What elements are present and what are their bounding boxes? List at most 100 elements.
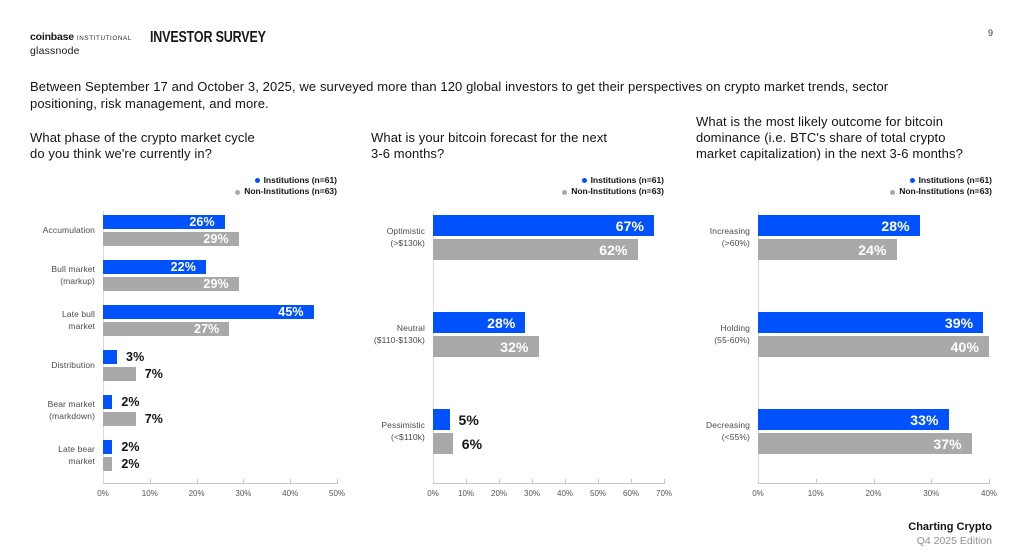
axis-tick: [532, 479, 533, 483]
non-institutions-dot-icon: [562, 189, 568, 195]
axis-tick-label: 30%: [235, 489, 252, 498]
category-label: Bull market (markup): [51, 264, 95, 286]
category-label: Bear market (markdown): [47, 399, 95, 421]
bar-non-institutions: 29%: [103, 232, 239, 246]
non-institutions-dot-icon: [890, 189, 896, 195]
bar-value-label: 37%: [933, 435, 962, 452]
chart-title: What is your bitcoin forecast for the ne…: [371, 130, 608, 162]
bar-value-label: 5%: [458, 411, 479, 428]
category-label: Optimistic (>$130k): [386, 226, 425, 248]
axis-tick-label: 50%: [589, 489, 607, 498]
legend-institutions: Institutions (n=61): [581, 175, 664, 185]
bar-value-label: 26%: [189, 215, 215, 229]
coinbase-wordmark: coinbase: [30, 31, 74, 43]
y-axis-line: [103, 211, 104, 483]
axis-tick: [931, 479, 933, 483]
plot-area: Increasing (>60%) 28% 24% Holding (55-60%) 39%…: [706, 211, 997, 498]
x-axis-line: [433, 483, 665, 484]
axis-tick: [499, 479, 500, 483]
axis-tick-label: 0%: [97, 489, 109, 498]
bar-institutions: 39%: [758, 312, 984, 333]
bar-non-institutions: 62%: [433, 239, 638, 260]
bar-institutions: [103, 395, 113, 409]
chart-bitcoin-forecast: What is your bitcoin forecast for the ne…: [371, 112, 672, 498]
bar-value-label: 40%: [950, 338, 979, 355]
axis-tick-label: 40%: [282, 489, 299, 498]
bar-non-institutions: [103, 367, 136, 381]
axis-tick-label: 20%: [490, 489, 508, 498]
bar-group: Bull market (markup) 22% 29%: [51, 260, 337, 291]
non-institutions-dot-icon: [235, 189, 241, 195]
plot-area: Accumulation 26% 29% Bull market (markup) 22%…: [43, 211, 345, 498]
chart-legend: Institutions (n=61) Non-Institutions (n=…: [371, 175, 664, 199]
bar-non-institutions: [103, 457, 113, 471]
bar-value-label: 45%: [278, 305, 304, 319]
bar-value-label: 2%: [121, 395, 140, 409]
bar-group: Bear market (markdown) 2% 7%: [48, 395, 337, 426]
bar-institutions: [103, 350, 118, 364]
intro-text: Between September 17 and October 3, 2025…: [30, 79, 889, 112]
bar-group: Optimistic (>$130k) 67% 62%: [387, 215, 664, 260]
legend-institutions: Institutions (n=61): [254, 175, 337, 185]
chart-title: What phase of the crypto market cycle do…: [30, 130, 255, 162]
legend-non-institutions: Non-Institutions (n=63): [562, 186, 664, 196]
page-number: 9: [987, 28, 993, 38]
footer-subtitle: Q4 2025 Edition: [916, 534, 992, 547]
institutions-dot-icon: [581, 178, 587, 184]
axis-tick-label: 30%: [523, 489, 541, 498]
bar-group: Holding (55-60%) 39% 40%: [714, 312, 989, 357]
bar-value-label: 7%: [144, 412, 164, 426]
axis-tick: [196, 479, 198, 483]
footer-title: Charting Crypto: [908, 521, 992, 533]
footer: Charting Crypto Q4 2025 Edition: [908, 521, 992, 548]
axis-tick-label: 20%: [865, 489, 882, 498]
axis-tick-label: 30%: [923, 489, 940, 498]
axis-tick-label: 50%: [328, 489, 346, 498]
bar-value-label: 7%: [144, 367, 164, 381]
bar-non-institutions: [433, 433, 453, 454]
bar-value-label: 29%: [203, 232, 229, 246]
axis-tick: [565, 479, 566, 483]
bar-value-label: 3%: [126, 350, 145, 364]
legend-non-institutions: Non-Institutions (n=63): [890, 186, 992, 196]
axis-tick-label: 0%: [427, 489, 439, 498]
axis-tick: [815, 479, 817, 483]
bar-non-institutions: 27%: [103, 322, 230, 336]
chart-legend: Institutions (n=61) Non-Institutions (n=…: [696, 175, 992, 199]
category-label: Distribution: [51, 359, 95, 370]
axis-tick: [631, 479, 632, 483]
bar-institutions: [103, 440, 113, 454]
brand-line-coinbase: coinbase INSTITUTIONAL: [30, 27, 132, 45]
axis-tick-label: 40%: [556, 489, 574, 498]
bar-non-institutions: 37%: [758, 433, 972, 454]
axis-tick-label: 60%: [622, 489, 640, 498]
axis-tick: [243, 479, 245, 483]
axis-tick: [337, 479, 338, 483]
bar-non-institutions: 29%: [103, 277, 239, 291]
legend-label: Institutions (n=61): [918, 175, 992, 185]
axis-tick: [466, 479, 467, 483]
bar-non-institutions: 32%: [433, 336, 539, 357]
x-axis-line: [758, 483, 990, 484]
axis-tick-label: 0%: [752, 489, 764, 498]
axis-tick-label: 20%: [188, 489, 205, 498]
bar-institutions: 45%: [103, 305, 314, 319]
bar-value-label: 29%: [203, 277, 229, 291]
chart-legend: Institutions (n=61) Non-Institutions (n=…: [30, 175, 337, 199]
bar-value-label: 28%: [881, 217, 910, 234]
bar-group: Pessimistic (<$110k) 5% 6%: [381, 409, 664, 454]
bar-group: Distribution 3% 7%: [51, 350, 337, 381]
bar-value-label: 32%: [500, 338, 529, 355]
bar-value-label: 67%: [615, 217, 645, 234]
axis-tick: [873, 479, 875, 483]
axis-tick-label: 10%: [457, 489, 475, 498]
bar-group: Accumulation 26% 29%: [43, 215, 337, 246]
legend-label: Institutions (n=61): [263, 175, 337, 185]
bar-value-label: 28%: [487, 314, 516, 331]
bar-value-label: 39%: [944, 314, 974, 331]
bar-institutions: 28%: [433, 312, 526, 333]
x-axis-line: [103, 483, 338, 484]
chart-btc-dominance: What is the most likely outcome for bitc…: [696, 112, 997, 498]
bar-institutions: 28%: [758, 215, 920, 236]
bar-institutions: 67%: [433, 215, 655, 236]
